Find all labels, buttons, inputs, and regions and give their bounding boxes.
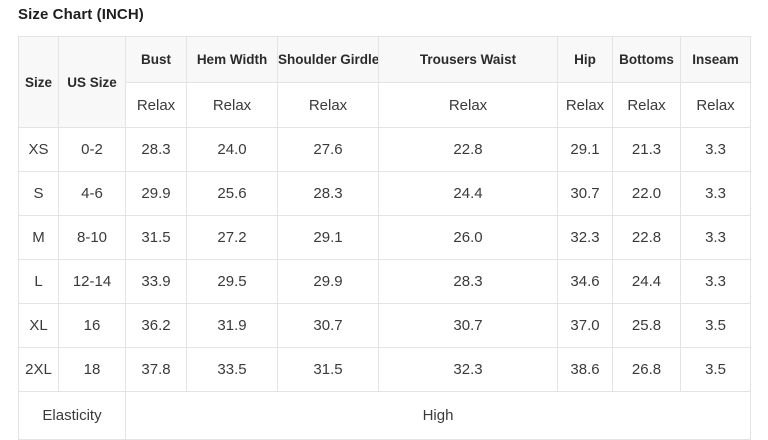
cell-bust: 33.9 <box>125 259 187 304</box>
column-header-hip: Hip <box>557 36 613 83</box>
cell-bust: 36.2 <box>125 303 187 348</box>
table-row: XL 16 36.2 31.9 30.7 30.7 37.0 25.8 3.5 <box>18 303 751 348</box>
cell-hip: 38.6 <box>557 347 613 392</box>
cell-shoulder-girdle: 29.1 <box>277 215 379 260</box>
page-title: Size Chart (INCH) <box>18 6 144 23</box>
cell-bust: 29.9 <box>125 171 187 216</box>
size-chart-table-container: Size US Size Bust Hem Width Shoulder Gir… <box>18 36 751 440</box>
cell-bottoms: 22.8 <box>612 215 681 260</box>
column-header-shoulder-girdle: Shoulder Girdle <box>277 36 379 83</box>
fit-header-bottoms: Relax <box>612 82 681 128</box>
column-header-bust: Bust <box>125 36 187 83</box>
cell-trousers-waist: 26.0 <box>378 215 558 260</box>
cell-us-size: 18 <box>58 347 126 392</box>
fit-header-trousers-waist: Relax <box>378 82 558 128</box>
cell-size: S <box>18 171 59 216</box>
fit-header-hip: Relax <box>557 82 613 128</box>
table-row: XS 0-2 28.3 24.0 27.6 22.8 29.1 21.3 3.3 <box>18 127 751 172</box>
fit-header-hem-width: Relax <box>186 82 278 128</box>
cell-hip: 34.6 <box>557 259 613 304</box>
cell-shoulder-girdle: 27.6 <box>277 127 379 172</box>
cell-trousers-waist: 32.3 <box>378 347 558 392</box>
cell-size: XL <box>18 303 59 348</box>
fit-header-bust: Relax <box>125 82 187 128</box>
cell-hip: 30.7 <box>557 171 613 216</box>
cell-shoulder-girdle: 28.3 <box>277 171 379 216</box>
cell-bust: 28.3 <box>125 127 187 172</box>
cell-size: XS <box>18 127 59 172</box>
cell-size: 2XL <box>18 347 59 392</box>
cell-inseam: 3.3 <box>680 171 751 216</box>
cell-shoulder-girdle: 30.7 <box>277 303 379 348</box>
column-header-inseam: Inseam <box>680 36 751 83</box>
cell-bottoms: 25.8 <box>612 303 681 348</box>
cell-hem-width: 27.2 <box>186 215 278 260</box>
header-row-metrics: Size US Size Bust Hem Width Shoulder Gir… <box>18 36 751 128</box>
column-header-hem-width: Hem Width <box>186 36 278 83</box>
cell-us-size: 4-6 <box>58 171 126 216</box>
fit-header-inseam: Relax <box>680 82 751 128</box>
cell-hip: 29.1 <box>557 127 613 172</box>
cell-hem-width: 25.6 <box>186 171 278 216</box>
cell-bust: 37.8 <box>125 347 187 392</box>
cell-inseam: 3.3 <box>680 259 751 304</box>
cell-hip: 32.3 <box>557 215 613 260</box>
cell-inseam: 3.3 <box>680 215 751 260</box>
fit-header-shoulder-girdle: Relax <box>277 82 379 128</box>
table-row: M 8-10 31.5 27.2 29.1 26.0 32.3 22.8 3.3 <box>18 215 751 260</box>
header-row-fit: Relax Relax Relax Relax Relax Relax Rela… <box>19 82 751 128</box>
cell-bust: 31.5 <box>125 215 187 260</box>
cell-inseam: 3.3 <box>680 127 751 172</box>
cell-trousers-waist: 28.3 <box>378 259 558 304</box>
cell-us-size: 12-14 <box>58 259 126 304</box>
cell-hem-width: 31.9 <box>186 303 278 348</box>
cell-bottoms: 22.0 <box>612 171 681 216</box>
column-header-size: Size <box>18 36 59 128</box>
size-chart-table: Size US Size Bust Hem Width Shoulder Gir… <box>18 36 751 440</box>
cell-trousers-waist: 22.8 <box>378 127 558 172</box>
cell-size: L <box>18 259 59 304</box>
column-header-trousers-waist: Trousers Waist <box>378 36 558 83</box>
cell-hem-width: 29.5 <box>186 259 278 304</box>
elasticity-label: Elasticity <box>18 391 126 440</box>
cell-hip: 37.0 <box>557 303 613 348</box>
cell-hem-width: 33.5 <box>186 347 278 392</box>
table-row: 2XL 18 37.8 33.5 31.5 32.3 38.6 26.8 3.5 <box>18 347 751 392</box>
cell-bottoms: 21.3 <box>612 127 681 172</box>
cell-us-size: 0-2 <box>58 127 126 172</box>
cell-hem-width: 24.0 <box>186 127 278 172</box>
cell-size: M <box>18 215 59 260</box>
column-header-us-size: US Size <box>58 36 126 128</box>
cell-us-size: 8-10 <box>58 215 126 260</box>
cell-trousers-waist: 24.4 <box>378 171 558 216</box>
table-header: Size US Size Bust Hem Width Shoulder Gir… <box>18 36 751 128</box>
cell-shoulder-girdle: 29.9 <box>277 259 379 304</box>
cell-inseam: 3.5 <box>680 303 751 348</box>
elasticity-value: High <box>125 391 751 440</box>
cell-bottoms: 24.4 <box>612 259 681 304</box>
table-row: L 12-14 33.9 29.5 29.9 28.3 34.6 24.4 3.… <box>18 259 751 304</box>
cell-trousers-waist: 30.7 <box>378 303 558 348</box>
cell-shoulder-girdle: 31.5 <box>277 347 379 392</box>
table-row: S 4-6 29.9 25.6 28.3 24.4 30.7 22.0 3.3 <box>18 171 751 216</box>
cell-bottoms: 26.8 <box>612 347 681 392</box>
elasticity-row: Elasticity High <box>18 391 751 440</box>
cell-inseam: 3.5 <box>680 347 751 392</box>
table-body: XS 0-2 28.3 24.0 27.6 22.8 29.1 21.3 3.3… <box>18 127 751 440</box>
cell-us-size: 16 <box>58 303 126 348</box>
column-header-bottoms: Bottoms <box>612 36 681 83</box>
